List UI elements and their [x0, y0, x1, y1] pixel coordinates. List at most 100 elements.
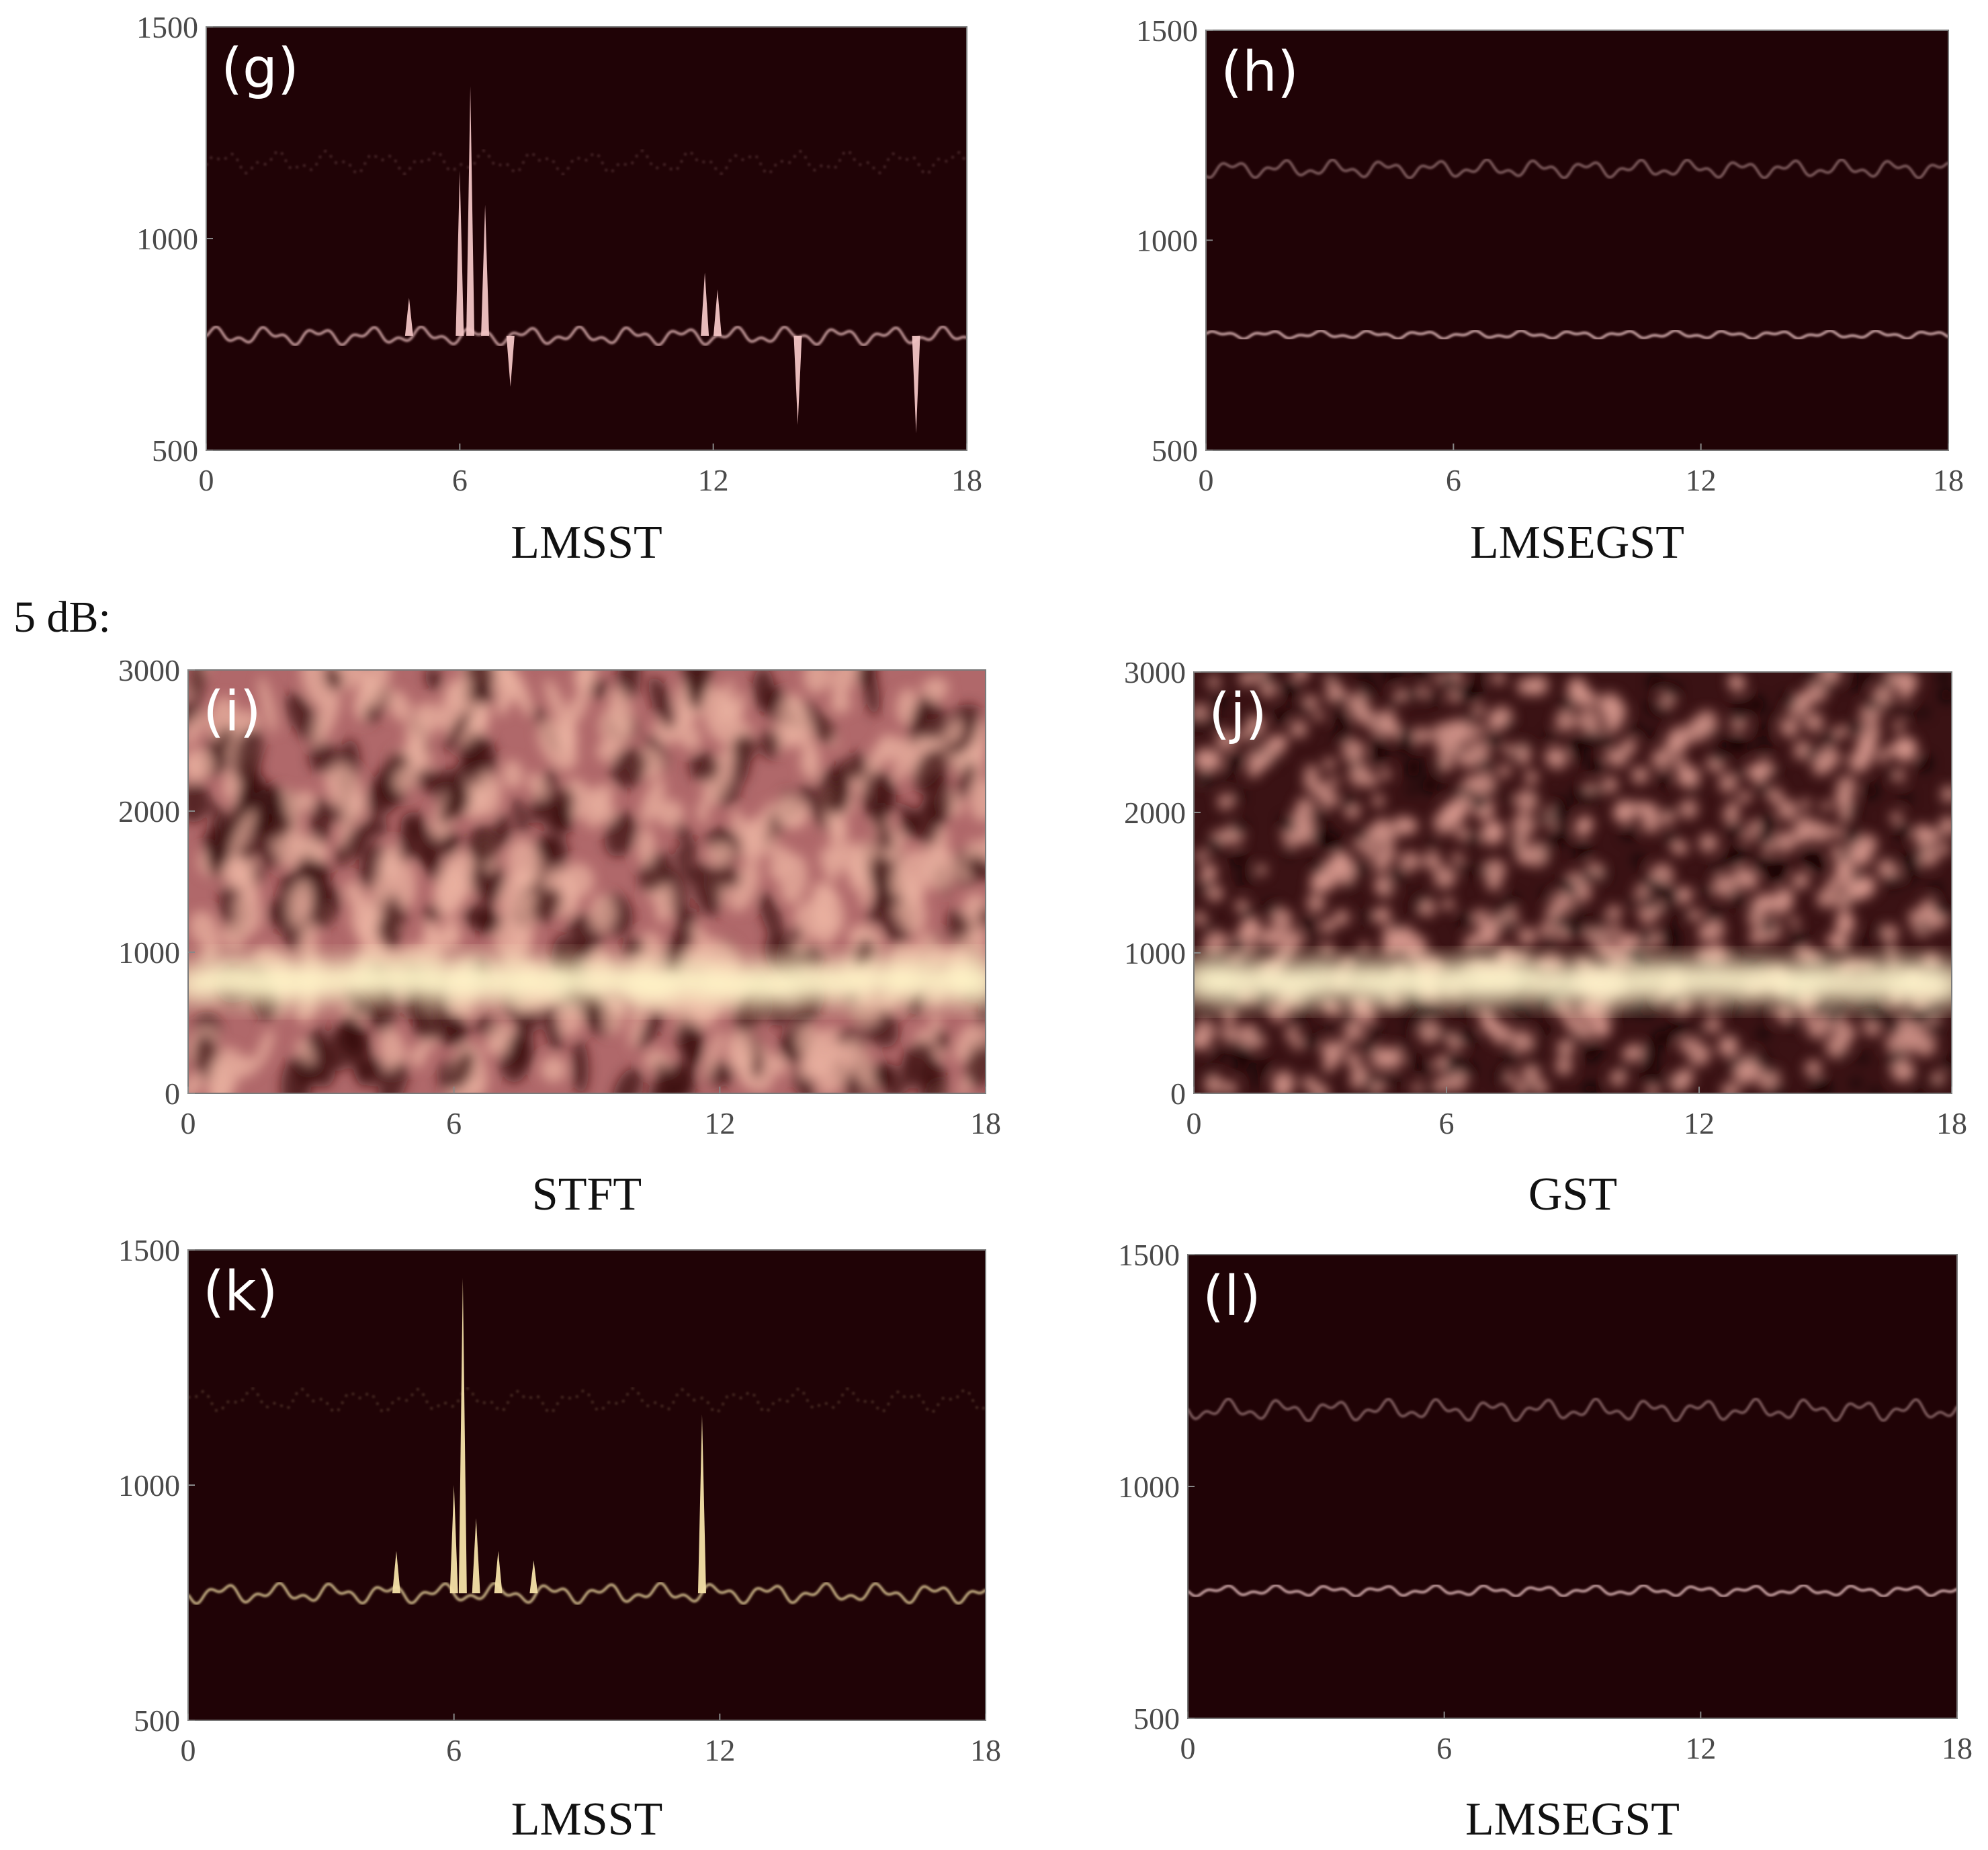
plot-area [1206, 30, 1948, 450]
panel-g: (g) 0 6 12 18 500 1000 1500 LMSST [136, 10, 982, 569]
plot-area [188, 670, 986, 1093]
plot-area [206, 27, 967, 450]
ridge-trace-0 [206, 325, 967, 347]
panel-l: (l) 0 6 12 18 500 1000 1500 LMSEGST [1118, 1238, 1973, 1845]
x-tick-label: 6 [1439, 1106, 1455, 1140]
y-tick-label: 3000 [118, 653, 180, 687]
y-tick-label: 1000 [1136, 224, 1198, 258]
spike-5 [912, 335, 920, 433]
x-tick-label: 18 [1936, 1106, 1967, 1140]
y-tick-label: 1000 [1118, 1470, 1180, 1504]
panel-label: (k) [203, 1260, 277, 1324]
y-tick-label: 0 [165, 1077, 180, 1111]
x-tick-label: 12 [704, 1733, 735, 1767]
section-label: 5 dB: [13, 593, 111, 642]
panel-caption: LMSEGST [1470, 517, 1684, 569]
x-tick-label: 12 [1684, 1106, 1715, 1140]
plot-area [188, 1250, 986, 1720]
panel-h: (h) 0 6 12 18 500 1000 1500 LMSEGST [1136, 13, 1964, 569]
x-tick-label: 0 [181, 1106, 196, 1140]
plot-frame [187, 669, 986, 1094]
spike-3 [697, 1415, 706, 1593]
spike-2 [472, 1518, 480, 1593]
x-tick-label: 12 [698, 463, 729, 497]
spike-4 [392, 1551, 400, 1593]
x-tick-label: 18 [1942, 1731, 1973, 1765]
x-tick-label: 12 [1685, 1731, 1716, 1765]
y-tick-label: 1500 [136, 10, 198, 44]
spike-3 [701, 272, 709, 336]
panel-label: (g) [221, 37, 299, 101]
panel-caption: STFT [532, 1169, 642, 1220]
panel-k: (k) 0 6 12 18 500 1000 1500 LMSST [118, 1233, 1001, 1845]
x-tick-label: 18 [951, 463, 982, 497]
y-tick-label: 2000 [118, 794, 180, 829]
spike-4 [404, 298, 413, 336]
y-tick-label: 500 [134, 1704, 180, 1738]
spike-1 [458, 1278, 467, 1593]
x-tick-label: 12 [704, 1106, 735, 1140]
panel-label: (i) [203, 680, 261, 744]
y-tick-label: 3000 [1124, 655, 1186, 689]
x-tick-label: 0 [181, 1733, 196, 1767]
y-tick-label: 1000 [1124, 936, 1186, 970]
x-tick-label: 6 [1436, 1731, 1452, 1765]
x-tick-label: 0 [1180, 1731, 1196, 1765]
ridge-trace-1 [188, 1387, 986, 1414]
plot-background [1206, 30, 1948, 450]
x-tick-label: 6 [1446, 463, 1461, 497]
y-tick-label: 1000 [118, 935, 180, 970]
plot-frame [1193, 671, 1952, 1094]
y-tick-label: 1500 [1118, 1238, 1180, 1272]
y-tick-label: 500 [1133, 1701, 1180, 1736]
ridge-trace-1 [206, 149, 967, 175]
y-tick-label: 500 [152, 433, 198, 468]
x-tick-label: 18 [970, 1733, 1001, 1767]
panel-caption: LMSEGST [1465, 1794, 1680, 1845]
panel-i: (i) 0 6 12 18 0 1000 2000 3000 STFT [118, 653, 1001, 1220]
ridge-trace-1 [1188, 1397, 1957, 1423]
x-tick-label: 0 [1199, 463, 1214, 497]
ridge-band [1194, 956, 1952, 1008]
spike-8 [506, 335, 515, 387]
panel-caption: LMSST [511, 1794, 663, 1845]
spike-5 [494, 1551, 503, 1593]
x-tick-label: 6 [446, 1106, 462, 1140]
ridge-trace-0 [1188, 1584, 1957, 1598]
y-tick-label: 1500 [1136, 13, 1198, 48]
plot-area [1194, 672, 1952, 1093]
y-tick-label: 500 [1152, 433, 1198, 468]
x-tick-label: 18 [1933, 463, 1964, 497]
panel-caption: LMSST [511, 517, 662, 569]
panel-label: (l) [1203, 1265, 1261, 1329]
spike-0 [449, 1485, 458, 1593]
y-tick-label: 1000 [118, 1468, 180, 1503]
x-tick-label: 6 [446, 1733, 462, 1767]
y-tick-label: 0 [1170, 1077, 1186, 1111]
panel-label: (j) [1209, 682, 1267, 746]
spike-6 [529, 1560, 538, 1593]
ridge-trace-0 [1206, 329, 1948, 341]
panel-j: (j) 0 6 12 18 0 1000 2000 3000 GST [1124, 655, 1967, 1220]
plot-background [188, 1250, 986, 1720]
plot-background [1188, 1255, 1957, 1718]
spike-1 [466, 86, 475, 336]
spike-2 [481, 204, 490, 336]
ridge-band [188, 955, 986, 1009]
y-tick-label: 2000 [1124, 796, 1186, 830]
plot-area [1188, 1255, 1957, 1718]
y-tick-label: 1500 [118, 1233, 180, 1267]
x-tick-label: 12 [1686, 463, 1717, 497]
panel-label: (h) [1221, 40, 1299, 104]
spike-6 [793, 335, 802, 425]
spike-7 [713, 289, 722, 336]
x-tick-label: 0 [199, 463, 214, 497]
x-tick-label: 0 [1186, 1106, 1202, 1140]
spike-0 [456, 171, 464, 336]
x-tick-label: 6 [452, 463, 468, 497]
ridge-trace-0 [188, 1581, 986, 1605]
y-tick-label: 1000 [136, 222, 198, 256]
plot-background [206, 27, 967, 450]
x-tick-label: 18 [970, 1106, 1001, 1140]
